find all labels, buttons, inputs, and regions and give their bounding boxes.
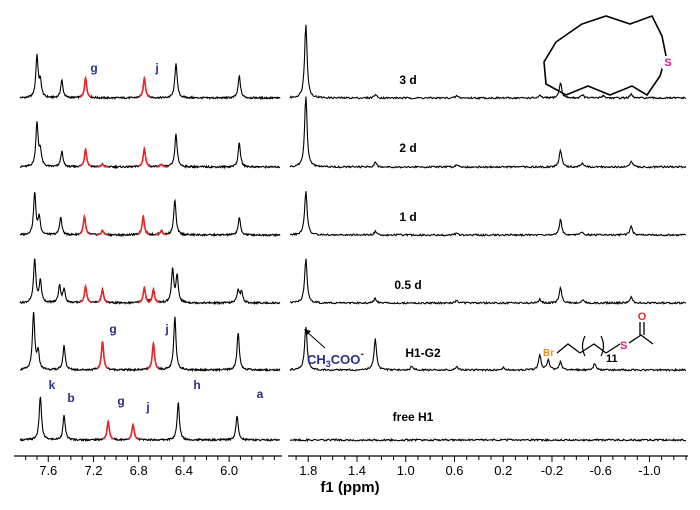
peak-label-j-top: j [154, 61, 158, 75]
highlighted-peak-0-5-d-1 [96, 288, 109, 304]
spectrum-line-3-d-right [289, 24, 687, 100]
spectrum-free-h1 [19, 396, 687, 443]
spectrum-line-free-h1-left [19, 396, 281, 442]
repeat-bracket-right [600, 335, 605, 357]
chain-bonds-right [605, 343, 621, 354]
peak-label-h: h [193, 378, 200, 392]
repeat-bracket-left [581, 335, 586, 357]
spectrum-line-2-d-left [19, 121, 281, 170]
macrocycle-ring [543, 15, 667, 97]
highlighted-peak-3-d-0 [79, 75, 92, 98]
highlighted-peak-h1-g2-0 [96, 341, 109, 370]
spectrum-3-d [19, 24, 687, 101]
highlighted-peak-2-d-3 [155, 163, 168, 168]
acetate-annotation: CH3COO- [304, 329, 364, 369]
highlighted-peak-0-5-d-2 [138, 285, 151, 303]
x-axis-ticks: 7.6 7.2 6.8 6.4 6.0 1.8 1.4 1.0 0.6 0.2 -0.2 -0.6 -1… [25, 456, 687, 478]
highlighted-peak-h1-g2-1 [147, 340, 160, 370]
x-tick-label-right-1: 1.4 [348, 463, 366, 478]
x-tick-label-right-3: 0.6 [445, 463, 463, 478]
acetate-ch: CH [307, 352, 326, 367]
bromine-label: Br [543, 348, 554, 359]
trace-label-free-h1: free H1 [393, 410, 434, 424]
trace-label-h1g2: H1-G2 [405, 346, 441, 360]
highlighted-peak-free-h1-1 [127, 422, 139, 440]
highlighted-peak-2-d-2 [138, 145, 151, 167]
oxygen-label: O [638, 311, 647, 323]
highlighted-peak-1-d-1 [96, 229, 109, 236]
trace-label-2d: 2 d [399, 141, 416, 155]
x-tick-label-right-2: 1.0 [397, 463, 415, 478]
repeat-count: 11 [606, 353, 618, 365]
sulfur-label-ring: S [664, 57, 671, 69]
x-tick-label-left-4: 6.0 [220, 463, 238, 478]
thioester-bond [628, 334, 654, 345]
x-tick-label-right-0: 1.8 [299, 463, 317, 478]
macrocycle-structure: S [543, 15, 672, 97]
acetate-arrow-head [304, 329, 311, 335]
spectrum-line-free-h1-right [289, 437, 687, 443]
peak-label-j-h1g2: j [164, 322, 168, 336]
highlighted-peak-0-5-d-3 [147, 288, 160, 304]
peak-label-g-top: g [90, 61, 97, 75]
spectrum-traces [19, 24, 687, 443]
spectrum-2-d [19, 96, 687, 170]
acetate-coo: COO [331, 352, 361, 367]
x-tick-label-right-6: -0.6 [590, 463, 612, 478]
acetate-charge: - [360, 348, 364, 360]
highlighted-peak-2-d-0 [79, 147, 92, 167]
highlighted-peak-1-d-0 [78, 213, 91, 235]
spectrum-line-0-5-d-left [19, 258, 281, 306]
chain-bonds-left [556, 343, 581, 354]
spectrum-h1-g2 [19, 311, 687, 373]
highlighted-peak-3-d-1 [138, 75, 151, 98]
acetate-arrow-line [305, 330, 326, 349]
highlighted-peak-free-h1-0 [102, 419, 115, 440]
x-tick-label-left-2: 6.8 [130, 463, 148, 478]
x-tick-label-right-7: -1.0 [638, 463, 660, 478]
spectrum-line-1-d-left [19, 192, 281, 238]
highlighted-peak-1-d-3 [155, 229, 168, 236]
chain-bonds-mid [579, 343, 607, 354]
trace-label-0-5d: 0.5 d [394, 278, 421, 292]
spectrum-0-5-d [19, 258, 687, 306]
peak-label-k: k [49, 378, 56, 392]
trace-label-1d: 1 d [399, 210, 416, 224]
spectrum-line-0-5-d-right [289, 258, 687, 306]
trace-label-3d: 3 d [399, 73, 416, 87]
peak-label-g-free: g [117, 394, 124, 408]
spectrum-1-d [19, 191, 687, 238]
sulfur-label-chain: S [620, 340, 627, 352]
peak-labels: g j g j k b g j h a [49, 61, 264, 414]
peak-label-g-h1g2: g [109, 322, 116, 336]
spectrum-line-h1-g2-right [289, 326, 687, 372]
peak-label-b: b [67, 391, 74, 405]
highlighted-peak-2-d-1 [96, 163, 109, 168]
peak-label-j-free: j [145, 400, 149, 414]
spectrum-line-2-d-right [289, 96, 687, 169]
x-axis-title: f1 (ppm) [320, 479, 379, 496]
acetate-sub3: 3 [326, 359, 331, 369]
peak-label-a: a [257, 387, 264, 401]
x-tick-label-left-3: 6.4 [175, 463, 193, 478]
x-tick-label-right-5: -0.2 [541, 463, 563, 478]
acetate-label: CH3COO- [307, 348, 364, 369]
x-tick-label-left-1: 7.2 [84, 463, 102, 478]
spectrum-line-1-d-right [290, 191, 687, 237]
highlighted-peak-0-5-d-0 [79, 283, 92, 303]
x-tick-label-right-4: 0.2 [494, 463, 512, 478]
highlighted-peak-1-d-2 [137, 214, 150, 235]
sulfur-label-bg [662, 56, 672, 69]
spectrum-line-3-d-left [19, 53, 281, 101]
bromo-thioacetate-structure: Br 11 S O [543, 311, 654, 365]
spectrum-line-h1-g2-left [19, 311, 281, 373]
x-tick-label-left-0: 7.6 [39, 463, 57, 478]
